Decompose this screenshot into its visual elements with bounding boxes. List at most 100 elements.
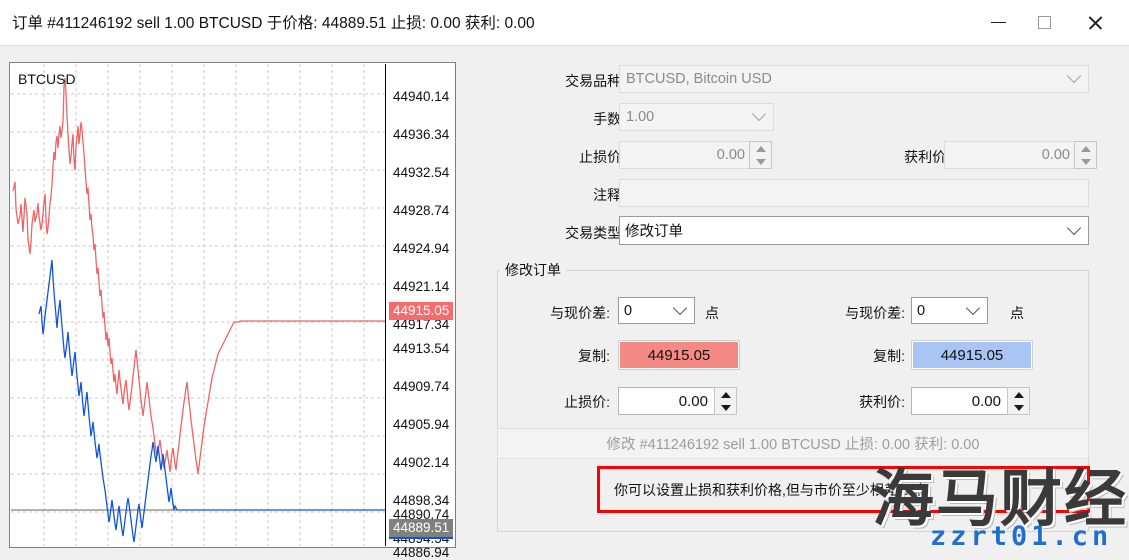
sl-offset-label: 与现价差: [550,305,610,321]
arrow-down-icon [720,404,731,411]
copy-tp-button[interactable]: 44915.05 [911,340,1033,370]
axis-tick: 44917.34 [393,317,450,332]
copy-tp-label: 复制: [873,348,905,364]
maximize-button[interactable] [1021,0,1067,45]
maximize-icon [1037,16,1051,29]
order-type-select[interactable]: 修改订单 [619,216,1089,245]
symbol-label: 交易品种: [565,73,625,89]
symbol-value: BTCUSD, Bitcoin USD [626,71,772,87]
axis-tick: 44886.94 [393,545,450,560]
tp-offset-unit: 点 [1010,305,1024,321]
volume-label: 手数: [593,111,625,127]
arrow-down-icon [755,158,766,165]
tp-price-stepper[interactable] [1007,387,1030,415]
sl-price-value: 0.00 [678,392,708,410]
stepper-up[interactable] [750,142,771,155]
modify-order-group-title: 修改订单 [500,260,566,280]
minimize-button[interactable] [975,0,1021,45]
stepper-down[interactable] [1008,401,1029,414]
ask-price-series [12,77,385,475]
stepper-up[interactable] [1008,388,1029,401]
price-chart-panel: BTCUSD Entry 44940.14 44936.34 44932.54 … [9,62,456,560]
arrow-up-icon [1013,391,1024,398]
arrow-down-icon [1080,158,1091,165]
chevron-down-icon [751,106,767,122]
volume-value: 1.00 [626,109,655,125]
takeprofit-readonly-input[interactable]: 0.00 [944,141,1077,169]
stepper-down[interactable] [1075,155,1096,168]
axis-tick: 44932.54 [393,165,450,180]
tp-price-value: 0.00 [971,392,1001,410]
warning-message-box: 你可以设置止损和获利价格,但与市价至少相差 0 点 [597,466,1090,513]
tp-price-label: 获利价: [859,394,905,410]
ask-price-tag: 44889.51 [389,519,454,539]
sl-price-input[interactable]: 0.00 [618,387,715,415]
axis-tick: 44902.14 [393,455,450,470]
stepper-down[interactable] [715,401,736,414]
stoploss-stepper[interactable] [749,141,772,169]
bid-price-tag: 44915.05 [389,302,454,320]
modify-order-groupbox [497,270,1089,532]
takeprofit-value: 0.00 [1041,147,1070,163]
arrow-up-icon [755,145,766,152]
stepper-down[interactable] [750,155,771,168]
comment-label: 注释: [593,187,625,203]
chart-gridlines [11,64,385,546]
tp-offset-value: 0 [917,302,926,319]
volume-select[interactable]: 1.00 [619,103,774,131]
stepper-up[interactable] [1075,142,1096,155]
warning-text: 你可以设置止损和获利价格,但与市价至少相差 0 点 [614,481,928,498]
copy-sl-label: 复制: [578,348,610,364]
sl-offset-value: 0 [624,302,633,319]
axis-tick: 44928.74 [393,203,450,218]
sl-price-stepper[interactable] [714,387,737,415]
tp-price-input[interactable]: 0.00 [911,387,1008,415]
stoploss-label: 止损价: [579,149,625,165]
price-axis: 44940.14 44936.34 44932.54 44928.74 4492… [387,64,455,560]
sl-offset-unit: 点 [705,305,719,321]
axis-tick: 44905.94 [393,417,450,432]
copy-sl-value: 44915.05 [647,346,711,364]
chevron-down-icon [1066,68,1082,84]
order-type-value: 修改订单 [625,224,683,240]
tp-offset-label: 与现价差: [845,305,905,321]
chevron-down-icon [1066,220,1082,235]
stepper-up[interactable] [715,388,736,401]
axis-tick: 44898.34 [393,493,450,508]
copy-sl-button[interactable]: 44915.05 [618,340,740,370]
takeprofit-stepper[interactable] [1074,141,1097,169]
window-title: 订单 #411246192 sell 1.00 BTCUSD 于价格: 4488… [12,15,535,32]
axis-tick: 44921.14 [393,279,450,294]
stoploss-value: 0.00 [716,147,745,163]
arrow-down-icon [1013,404,1024,411]
chart-symbol-label: BTCUSD [18,71,76,87]
axis-tick: 44940.14 [393,89,450,104]
stoploss-readonly-input[interactable]: 0.00 [619,141,752,169]
order-type-label: 交易类型: [565,225,625,241]
symbol-select[interactable]: BTCUSD, Bitcoin USD [619,65,1089,93]
sl-price-label: 止损价: [564,394,610,410]
modify-order-button[interactable]: 修改 #411246192 sell 1.00 BTCUSD 止损: 0.00 … [497,428,1089,459]
copy-tp-value: 44915.05 [940,346,1004,364]
sl-offset-select[interactable]: 0 [618,297,695,324]
chevron-down-icon [672,300,688,315]
axis-tick: 44890.74 [393,507,450,522]
axis-tick: 44909.74 [393,379,450,394]
axis-tick: 44924.94 [393,241,450,256]
comment-input[interactable] [619,179,1089,207]
chart-plot-area[interactable]: BTCUSD Entry [11,64,386,546]
close-icon [1087,14,1104,31]
arrow-up-icon [1080,145,1091,152]
chart-svg [11,64,385,546]
chevron-down-icon [965,300,981,315]
close-button[interactable] [1070,0,1120,45]
arrow-up-icon [720,391,731,398]
tp-offset-select[interactable]: 0 [911,297,988,324]
takeprofit-label: 获利价: [904,149,950,165]
axis-tick: 44913.54 [393,341,450,356]
title-bar: 订单 #411246192 sell 1.00 BTCUSD 于价格: 4488… [0,0,1129,46]
bid-price-series [38,259,385,543]
minimize-icon [990,21,1006,24]
axis-tick: 44936.34 [393,127,450,142]
